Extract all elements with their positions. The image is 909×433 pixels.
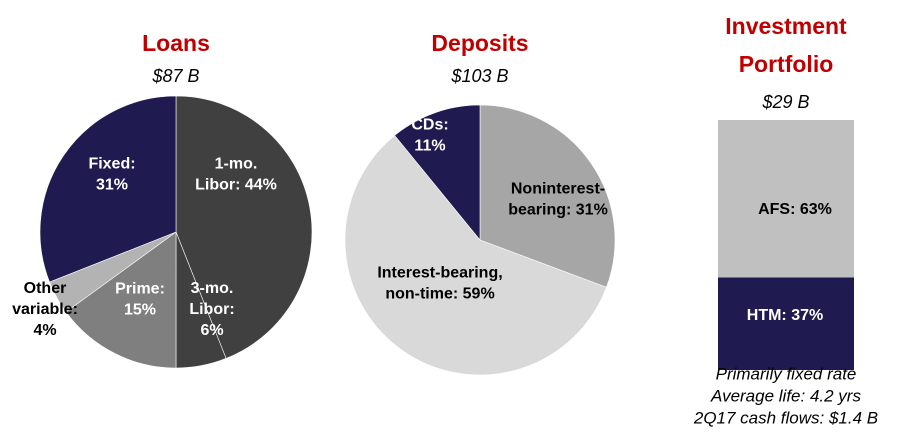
pie-slice	[344, 134, 607, 376]
chart-subtitle: $103 B	[450, 66, 508, 86]
data-label: CDs:	[411, 117, 448, 134]
data-label: 31%	[96, 177, 128, 194]
data-label: Fixed:	[88, 156, 135, 173]
pie-slice	[394, 104, 481, 241]
chart-subtitle: $87 B	[151, 66, 199, 86]
chart-subtitle: $29 B	[761, 92, 809, 112]
chart-title: Deposits	[431, 30, 528, 56]
data-label: Noninterest-	[511, 181, 605, 198]
data-label: AFS: 63%	[758, 201, 832, 218]
data-label: bearing: 31%	[508, 202, 608, 219]
pie-slice	[65, 231, 177, 369]
data-label: 11%	[414, 138, 445, 155]
data-label: 6%	[200, 322, 223, 339]
pie-slice	[175, 95, 313, 359]
data-label: Other	[24, 280, 67, 297]
data-label: 1-mo.	[215, 156, 258, 173]
data-label: 15%	[124, 302, 156, 319]
bar-segment	[718, 120, 854, 278]
chart-title: Loans	[142, 30, 210, 56]
data-label: non-time: 59%	[385, 286, 494, 303]
note: Primarily fixed rate	[716, 364, 857, 383]
note: Average life: 4.2 yrs	[710, 386, 861, 405]
note: 2Q17 cash flows: $1.4 B	[693, 408, 878, 427]
pie-slice	[39, 95, 177, 283]
data-label: Libor:	[189, 301, 234, 318]
data-label: Interest-bearing,	[377, 265, 502, 282]
data-label: Libor: 44%	[195, 177, 277, 194]
data-label: Prime:	[115, 281, 165, 298]
pie-slice	[479, 104, 616, 288]
data-label: 3-mo.	[191, 280, 234, 297]
chart-title: Portfolio	[739, 51, 834, 77]
data-label: 4%	[33, 322, 56, 339]
data-label: variable:	[12, 301, 78, 318]
bar-segment	[718, 277, 854, 370]
chart-title: Investment	[725, 13, 847, 39]
data-label: HTM: 37%	[747, 307, 823, 324]
